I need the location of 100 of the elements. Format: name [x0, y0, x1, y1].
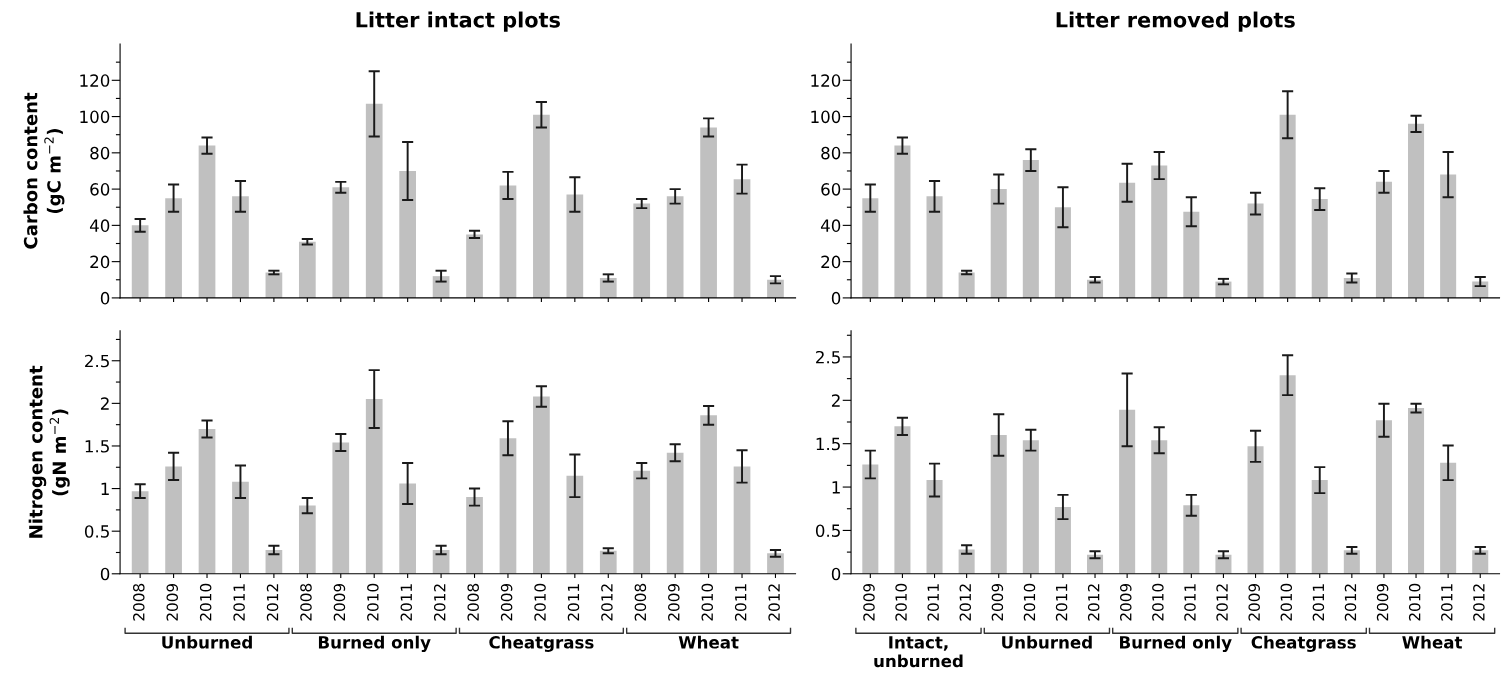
y-tick-label: 0	[100, 567, 110, 581]
bar	[1247, 203, 1264, 298]
bar	[232, 481, 249, 574]
text: Cheatgrass	[1251, 635, 1356, 652]
x-tick-label: 2011	[1441, 584, 1453, 621]
x-tick-label: 2012	[959, 584, 972, 621]
text: Intact, unburned	[874, 636, 963, 668]
bar	[1408, 408, 1425, 574]
y-tick-label: 1.5	[816, 437, 840, 451]
x-tick-label: 2012	[1087, 584, 1100, 621]
bar	[332, 442, 350, 574]
bar	[1054, 207, 1071, 298]
x-tick-label: 2011	[567, 584, 580, 621]
x-tick-label: 2009	[668, 583, 680, 621]
y-tick-label: 120	[811, 74, 841, 87]
y-tick-label: 2.5	[816, 350, 840, 364]
bar	[1022, 160, 1039, 298]
bar	[1343, 550, 1360, 574]
y-tick-label: 0.5	[815, 524, 840, 537]
bar	[533, 114, 550, 298]
bar	[1215, 554, 1232, 574]
bar	[700, 127, 717, 298]
y-tick-label: 0	[831, 567, 841, 581]
bar	[862, 464, 879, 574]
x-tick-label: 2010	[701, 583, 714, 621]
bar	[1247, 446, 1264, 574]
bar	[1151, 440, 1168, 574]
bar	[566, 194, 584, 298]
y-tick-label: 80	[821, 146, 841, 160]
x-tick-label: 2012	[768, 584, 780, 621]
bar	[990, 435, 1007, 574]
y-tick-label: 60	[90, 183, 110, 196]
bar	[365, 399, 383, 574]
y-tick-label: 20	[821, 255, 841, 269]
y-tick-label: 0	[831, 291, 841, 305]
y-tick-label: 100	[811, 110, 841, 124]
text: Unburned	[162, 635, 252, 649]
y-tick-label: 120	[80, 74, 110, 87]
bar	[990, 189, 1007, 298]
y-tick-label: 1	[832, 481, 840, 494]
y-tick-label: 1	[101, 482, 109, 495]
x-tick-label: 2009	[500, 583, 513, 621]
bar	[633, 470, 651, 574]
bar	[1183, 505, 1200, 574]
bar	[633, 203, 651, 298]
bar	[198, 428, 216, 574]
bar	[1087, 279, 1104, 298]
bar	[733, 466, 751, 574]
x-tick-label: 2008	[300, 583, 312, 621]
x-tick-label: 2010	[1408, 583, 1421, 621]
x-tick-label: 2011	[1055, 584, 1068, 621]
bar	[1279, 375, 1296, 574]
x-tick-label: 2010	[1280, 583, 1293, 621]
text: Wheat	[1402, 635, 1463, 649]
bar	[1440, 174, 1457, 298]
bar	[298, 505, 316, 574]
bar	[1054, 507, 1071, 574]
bar	[958, 272, 975, 298]
x-tick-label: 2012	[433, 584, 446, 621]
y-tick-label: 100	[80, 110, 110, 124]
bar	[1375, 420, 1392, 574]
x-tick-label: 2010	[199, 583, 212, 621]
x-tick-label: 2011	[927, 584, 939, 621]
y-axis-title: Nitrogen content (gN m$^{−2}$)	[28, 365, 70, 538]
bar	[298, 241, 316, 298]
x-tick-label: 2011	[734, 584, 747, 621]
bar	[466, 234, 483, 298]
y-tick-label: 2.5	[85, 354, 109, 368]
bar	[1119, 409, 1136, 574]
bar	[733, 179, 751, 298]
x-tick-label: 2012	[266, 584, 279, 621]
bar	[666, 196, 684, 298]
x-tick-label: 2009	[1120, 583, 1132, 621]
bar	[767, 279, 784, 298]
x-tick-label: 2012	[1216, 584, 1228, 621]
bar	[131, 491, 149, 574]
x-tick-label: 2010	[1023, 583, 1036, 621]
bar	[894, 145, 911, 298]
bar	[894, 426, 911, 574]
bar	[165, 466, 182, 574]
y-tick-label: 40	[820, 219, 841, 232]
bar	[666, 452, 684, 574]
bar	[332, 187, 350, 298]
bar	[1183, 211, 1200, 298]
bar	[1408, 123, 1425, 298]
x-tick-label: 2008	[467, 583, 479, 621]
bar	[958, 549, 975, 574]
bar	[767, 553, 784, 574]
bar	[499, 438, 517, 574]
x-tick-label: 2011	[233, 584, 245, 621]
x-tick-label: 2009	[333, 583, 346, 621]
bar	[165, 198, 182, 298]
text: Cheatgrass	[489, 635, 594, 652]
y-tick-label: 60	[821, 183, 841, 196]
x-tick-label: 2010	[1152, 583, 1164, 621]
chart-title: Litter intact plots	[356, 11, 560, 32]
bar	[862, 198, 879, 298]
y-tick-label: 2	[100, 397, 109, 410]
bar	[926, 480, 943, 574]
bar	[1440, 462, 1457, 574]
